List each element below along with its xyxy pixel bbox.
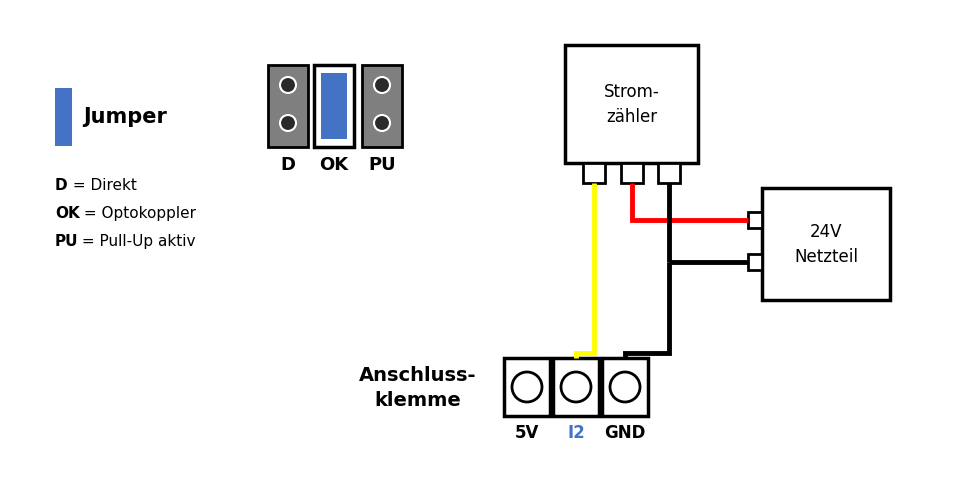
Bar <box>762 188 890 300</box>
Bar <box>602 358 648 416</box>
Text: D: D <box>280 156 296 174</box>
Bar <box>748 254 762 270</box>
Text: 24V
Netzteil: 24V Netzteil <box>794 222 858 265</box>
Circle shape <box>374 115 390 131</box>
Text: Jumper: Jumper <box>83 107 167 127</box>
Text: OK: OK <box>320 156 348 174</box>
Text: Strom-
zähler: Strom- zähler <box>604 82 660 125</box>
Bar <box>658 163 680 183</box>
Text: D: D <box>55 177 67 193</box>
Bar <box>621 163 643 183</box>
Bar <box>565 45 698 163</box>
Circle shape <box>610 372 640 402</box>
Bar <box>504 358 550 416</box>
Text: = Pull-Up aktiv: = Pull-Up aktiv <box>77 234 196 248</box>
Circle shape <box>561 372 591 402</box>
Bar <box>553 358 599 416</box>
Circle shape <box>280 115 296 131</box>
Text: PU: PU <box>55 234 79 248</box>
Circle shape <box>512 372 542 402</box>
Bar <box>268 65 308 147</box>
Text: OK: OK <box>55 206 80 220</box>
Text: GND: GND <box>604 424 646 442</box>
Text: PU: PU <box>369 156 396 174</box>
Bar <box>55 88 72 146</box>
Bar <box>748 212 762 228</box>
Circle shape <box>280 77 296 93</box>
Bar <box>583 163 605 183</box>
Text: = Optokoppler: = Optokoppler <box>79 206 196 220</box>
Bar <box>321 73 347 139</box>
Bar <box>314 65 354 147</box>
Text: I2: I2 <box>567 424 585 442</box>
Bar <box>362 65 402 147</box>
Text: = Direkt: = Direkt <box>68 177 137 193</box>
Circle shape <box>374 77 390 93</box>
Text: Anschluss-
klemme: Anschluss- klemme <box>359 366 477 410</box>
Text: 5V: 5V <box>515 424 540 442</box>
